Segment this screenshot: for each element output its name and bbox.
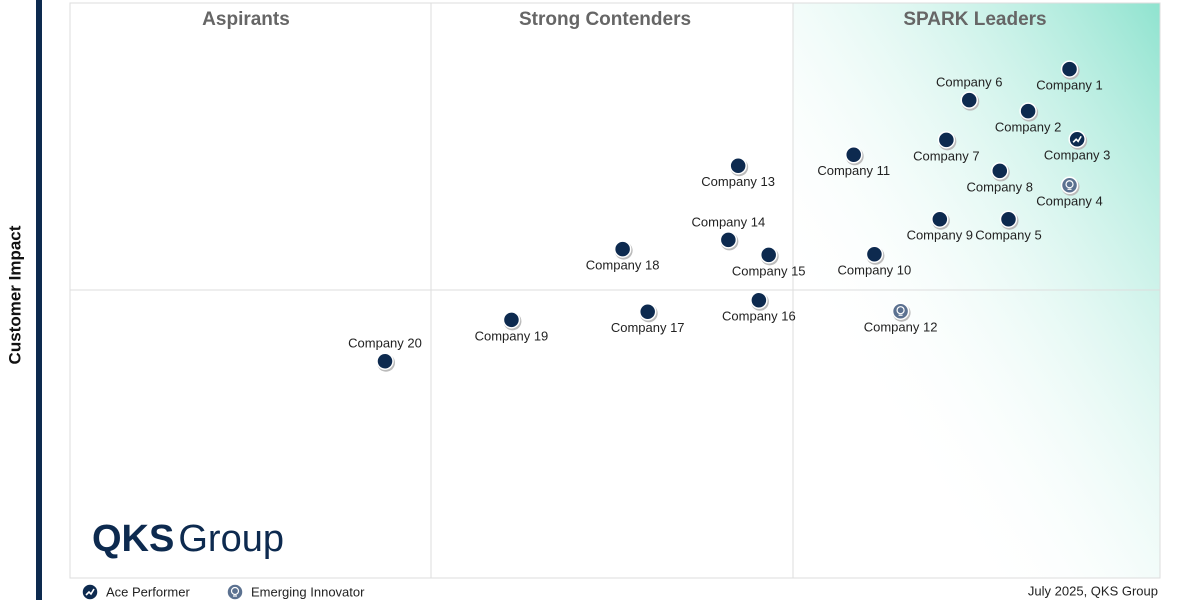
point (759, 246, 778, 264)
point (931, 210, 949, 228)
point-label: Company 5 (975, 228, 1041, 243)
point (729, 156, 747, 175)
point-label: Company 7 (913, 148, 979, 163)
point-label: Company 6 (936, 75, 1002, 90)
point-label: Company 2 (995, 120, 1061, 135)
point (1019, 102, 1037, 120)
point (638, 303, 657, 321)
point (376, 352, 394, 370)
point (937, 131, 956, 149)
point (613, 240, 632, 258)
point-label: Company 18 (586, 258, 660, 273)
point-label: Company 3 (1044, 148, 1110, 163)
legend-label: Emerging Innovator (251, 584, 365, 599)
logo: QKS Group (92, 518, 284, 560)
point-label: Company 9 (907, 228, 973, 243)
innovator-icon (896, 306, 905, 315)
point-label: Company 13 (701, 174, 775, 189)
innovator-icon (230, 586, 240, 596)
logo-bold: QKS (92, 518, 174, 560)
point (991, 162, 1009, 180)
point-label: Company 20 (348, 336, 422, 351)
legend-label: Ace Performer (106, 584, 190, 599)
point (719, 231, 738, 249)
point-label: Company 16 (722, 309, 796, 324)
quadrant-title: SPARK Leaders (903, 9, 1046, 30)
quadrant-title: Aspirants (202, 9, 290, 30)
point (891, 302, 910, 320)
point-label: Company 12 (864, 320, 938, 335)
point-label: Company 10 (838, 263, 912, 278)
point (1060, 60, 1079, 78)
point-label: Company 4 (1036, 194, 1102, 209)
point (844, 146, 863, 164)
point-label: Company 17 (611, 320, 685, 335)
point-label: Company 1 (1036, 78, 1102, 93)
innovator-icon (1065, 180, 1074, 189)
point-label: Company 11 (817, 163, 890, 178)
point-label: Company 14 (692, 214, 766, 229)
y-axis-label: Customer Impact (5, 225, 24, 364)
ace-icon (1072, 135, 1082, 143)
point-label: Company 19 (475, 328, 549, 343)
legend-marker (226, 583, 244, 600)
quadrant-title: Strong Contenders (519, 9, 691, 30)
point-label: Company 8 (967, 179, 1033, 194)
footer: July 2025, QKS Group (1028, 583, 1158, 598)
point (750, 291, 768, 310)
logo-light: Group (178, 518, 284, 560)
ace-icon (85, 588, 95, 596)
point (502, 311, 521, 329)
point (960, 91, 978, 109)
point (865, 245, 884, 264)
point (1060, 176, 1079, 195)
side-bar (36, 0, 42, 600)
point (999, 210, 1018, 228)
point-label: Company 15 (732, 263, 806, 278)
